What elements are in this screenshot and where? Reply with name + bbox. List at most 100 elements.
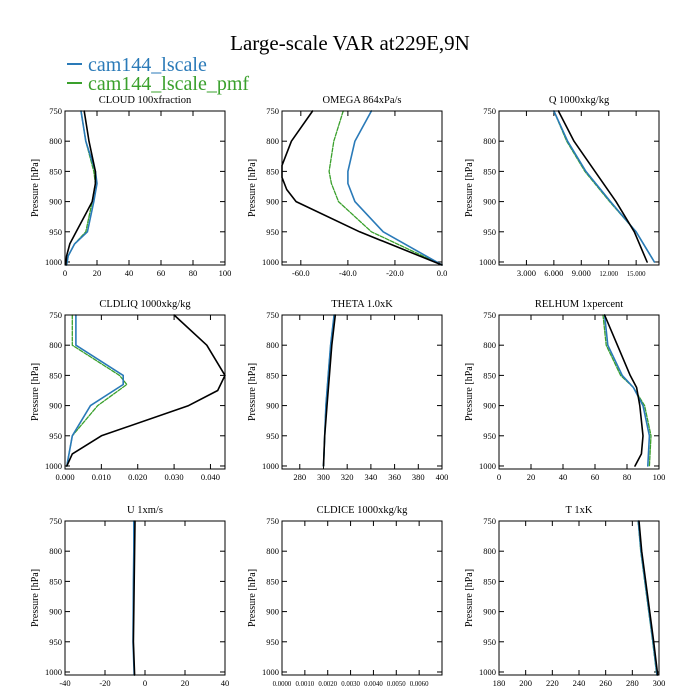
x-tick-label: -40: [59, 678, 70, 688]
y-tick-label: 850: [266, 370, 279, 380]
x-tick-label: 180: [493, 678, 506, 688]
series-line-cam144-lscale: [66, 314, 124, 467]
panel-title: CLDICE 1000xkg/kg: [317, 505, 408, 516]
x-tick-label: 40: [221, 678, 230, 688]
y-tick-label: 900: [49, 197, 62, 207]
x-tick-label: 260: [599, 678, 612, 688]
plot-frame: [498, 520, 660, 676]
x-tick-label: 60: [591, 472, 600, 482]
y-tick-label: 800: [49, 136, 62, 146]
series-line-cam144-lscale-pmf: [328, 110, 443, 266]
y-tick-label: 800: [483, 340, 496, 350]
y-tick-label: 950: [266, 637, 279, 647]
x-tick-label: 200: [519, 678, 532, 688]
panel-7: CLDICE 1000xkg/kg Pressure [hPa] 750 800 850…: [247, 505, 443, 688]
series-line-cam144-lscale: [553, 110, 656, 263]
y-tick-label: 950: [483, 637, 496, 647]
y-axis-label: Pressure [hPa]: [247, 363, 258, 421]
panel-6: U 1xm/s Pressure [hPa] 750 800 850 900 950 1000…: [30, 505, 229, 688]
panel-title: CLOUD 100xfraction: [99, 95, 192, 106]
x-tick-label: 0.0050: [387, 681, 406, 688]
x-tick-label: 6.000: [544, 268, 563, 278]
series-line-reference: [281, 110, 443, 266]
x-tick-label: 240: [573, 678, 586, 688]
y-tick-label: 900: [49, 401, 62, 411]
plot-frame: [64, 314, 226, 470]
y-tick-label: 900: [266, 197, 279, 207]
y-tick-label: 950: [483, 431, 496, 441]
x-tick-label: 0.010: [92, 472, 111, 482]
y-tick-label: 950: [49, 637, 62, 647]
y-tick-label: 750: [483, 106, 496, 116]
y-tick-label: 850: [266, 166, 279, 176]
y-tick-label: 850: [483, 166, 496, 176]
x-tick-label: 3.000: [517, 268, 536, 278]
panel-1: OMEGA 864xPa/s Pressure [hPa] 750 800 850 900…: [247, 95, 447, 278]
x-tick-label: 9.000: [572, 268, 591, 278]
y-tick-label: 1000: [262, 461, 279, 471]
y-tick-label: 850: [49, 166, 62, 176]
legend-label-cam144-lscale-pmf: cam144_lscale_pmf: [88, 73, 249, 95]
x-tick-label: 360: [388, 472, 401, 482]
x-tick-label: 280: [293, 472, 306, 482]
panel-title: THETA 1.0xK: [331, 299, 393, 310]
y-tick-label: 1000: [479, 257, 496, 267]
y-tick-label: 950: [266, 227, 279, 237]
y-tick-label: 850: [49, 370, 62, 380]
y-tick-label: 950: [49, 227, 62, 237]
x-tick-label: 0.0060: [410, 681, 429, 688]
series-line-cam144-lscale: [347, 110, 443, 266]
y-tick-label: 750: [49, 106, 62, 116]
series-line-reference: [66, 314, 226, 467]
panel-title: RELHUM 1xpercent: [535, 299, 623, 310]
y-tick-label: 750: [266, 310, 279, 320]
x-tick-label: 0: [497, 472, 501, 482]
x-tick-label: -20.0: [386, 268, 404, 278]
panel-title: U 1xm/s: [127, 505, 163, 516]
y-axis-label: Pressure [hPa]: [464, 569, 475, 627]
y-tick-label: 900: [266, 401, 279, 411]
y-axis-label: Pressure [hPa]: [30, 363, 41, 421]
y-tick-label: 1000: [262, 667, 279, 677]
plot-frame: [498, 110, 660, 266]
panel-title: T 1xK: [566, 505, 593, 516]
x-tick-label: 80: [623, 472, 632, 482]
x-tick-label: 0.0020: [318, 681, 337, 688]
y-axis-label: Pressure [hPa]: [247, 569, 258, 627]
y-axis-label: Pressure [hPa]: [464, 363, 475, 421]
y-tick-label: 800: [266, 340, 279, 350]
y-tick-label: 900: [483, 197, 496, 207]
y-tick-label: 750: [49, 516, 62, 526]
plot-frame: [281, 110, 443, 266]
x-tick-label: 320: [341, 472, 354, 482]
x-tick-label: 20: [527, 472, 536, 482]
y-tick-label: 800: [266, 546, 279, 556]
y-tick-label: 1000: [45, 257, 62, 267]
legend-label-cam144-lscale: cam144_lscale: [88, 54, 207, 76]
x-tick-label: 340: [365, 472, 378, 482]
panel-title: OMEGA 864xPa/s: [322, 95, 401, 106]
x-tick-label: 300: [653, 678, 666, 688]
panel-3: CLDLIQ 1000xkg/kg Pressure [hPa] 750 800 850…: [30, 299, 226, 482]
y-axis-label: Pressure [hPa]: [464, 159, 475, 217]
y-tick-label: 850: [483, 576, 496, 586]
y-tick-label: 750: [483, 310, 496, 320]
x-tick-label: 80: [189, 268, 198, 278]
x-tick-label: 0.040: [201, 472, 220, 482]
x-tick-label: 20: [93, 268, 102, 278]
y-axis-label: Pressure [hPa]: [30, 569, 41, 627]
y-tick-label: 950: [266, 431, 279, 441]
y-tick-label: 900: [266, 607, 279, 617]
series-line-reference: [603, 314, 644, 467]
y-tick-label: 850: [483, 370, 496, 380]
x-tick-label: 0.0040: [364, 681, 383, 688]
y-tick-label: 1000: [479, 461, 496, 471]
panel-8: T 1xK Pressure [hPa] 750 800 850 900 950 100018…: [464, 505, 665, 688]
panel-2: Q 1000xkg/kg Pressure [hPa] 750 800 850 900 95…: [464, 95, 660, 278]
x-tick-label: 60: [157, 268, 166, 278]
x-tick-label: 100: [653, 472, 666, 482]
x-tick-label: 0.0: [437, 268, 448, 278]
x-tick-label: 0.0030: [341, 681, 360, 688]
